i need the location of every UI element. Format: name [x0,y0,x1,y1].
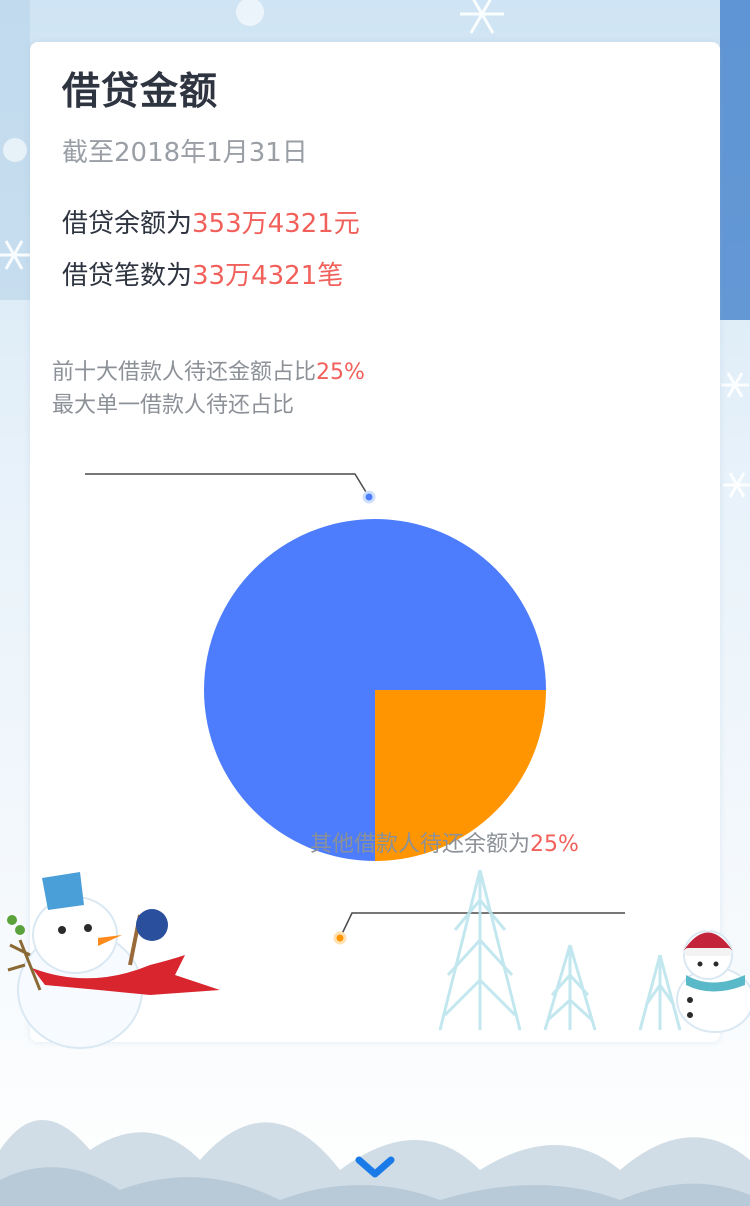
leader-dot-top [364,492,374,502]
leader-dot-bottom [335,933,345,943]
top-slice-annotation: 前十大借款人待还金额占比25% 最大单一借款人待还占比 [52,356,365,422]
top-annotation-label: 前十大借款人待还金额占比 [52,360,316,385]
top-annotation-line1: 前十大借款人待还金额占比25% [52,356,365,389]
top-annotation-line2: 最大单一借款人待还占比 [52,389,365,422]
leader-line-top [85,474,369,497]
bottom-annotation-value: 25% [530,832,579,857]
chevron-down-icon[interactable] [355,1154,395,1182]
top-annotation-value: 25% [316,360,365,385]
leader-line-bottom [340,913,625,938]
bottom-slice-annotation: 其他借款人待还余额为25% [310,828,579,861]
bottom-annotation-label: 其他借款人待还余额为 [310,832,530,857]
